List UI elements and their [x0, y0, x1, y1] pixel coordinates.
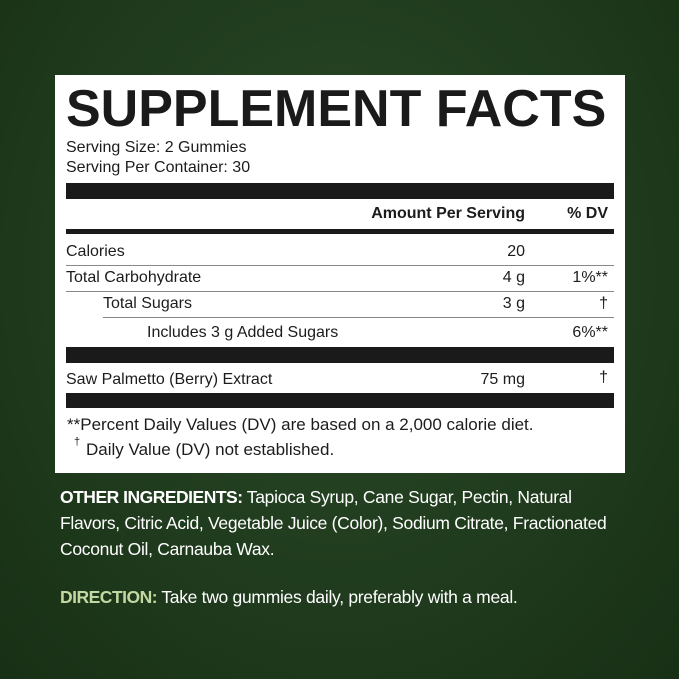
other-ingredients-label: OTHER INGREDIENTS:	[60, 487, 243, 507]
header-dv: % DV	[567, 205, 608, 222]
dagger-symbol: †	[74, 436, 81, 448]
other-ingredients: OTHER INGREDIENTS: Tapioca Syrup, Cane S…	[60, 484, 630, 562]
row-dv: 6%**	[572, 324, 608, 341]
serving-size: Serving Size: 2 Gummies	[66, 139, 247, 156]
supplement-facts-panel: SUPPLEMENT FACTS Serving Size: 2 Gummies…	[55, 75, 625, 473]
row-name: Saw Palmetto (Berry) Extract	[66, 371, 273, 388]
row-amount: 3 g	[502, 295, 525, 312]
footnote-dv: **Percent Daily Values (DV) are based on…	[67, 415, 534, 434]
row-name: Total Sugars	[103, 295, 192, 312]
divider-bar	[66, 347, 614, 363]
row-name: Total Carbohydrate	[66, 269, 202, 286]
footnote-dagger: Daily Value (DV) not established.	[86, 440, 335, 459]
row-divider	[66, 291, 614, 292]
row-amount: 20	[507, 243, 525, 260]
direction-text: Take two gummies daily, preferably with …	[157, 587, 518, 607]
divider-bar	[66, 229, 614, 234]
other-ingredients-text: Tapioca Syrup, Cane Sugar, Pectin, Natur…	[60, 487, 607, 559]
row-dv: †	[599, 369, 608, 386]
panel-title: SUPPLEMENT FACTS	[66, 80, 607, 138]
row-amount: 4 g	[502, 269, 525, 286]
row-divider	[103, 317, 614, 318]
direction: DIRECTION: Take two gummies daily, prefe…	[60, 584, 630, 610]
direction-label: DIRECTION:	[60, 587, 158, 607]
label-footer: OTHER INGREDIENTS: Tapioca Syrup, Cane S…	[60, 484, 630, 610]
divider-bar	[66, 183, 614, 199]
row-divider	[66, 265, 614, 266]
row-dv: †	[599, 295, 608, 312]
servings-per-container: Serving Per Container: 30	[66, 159, 251, 176]
row-dv: 1%**	[572, 269, 608, 286]
row-name: Includes 3 g Added Sugars	[147, 324, 339, 341]
divider-bar	[66, 393, 614, 408]
row-amount: 75 mg	[480, 371, 525, 388]
header-amount: Amount Per Serving	[371, 205, 525, 222]
row-name: Calories	[66, 243, 125, 260]
